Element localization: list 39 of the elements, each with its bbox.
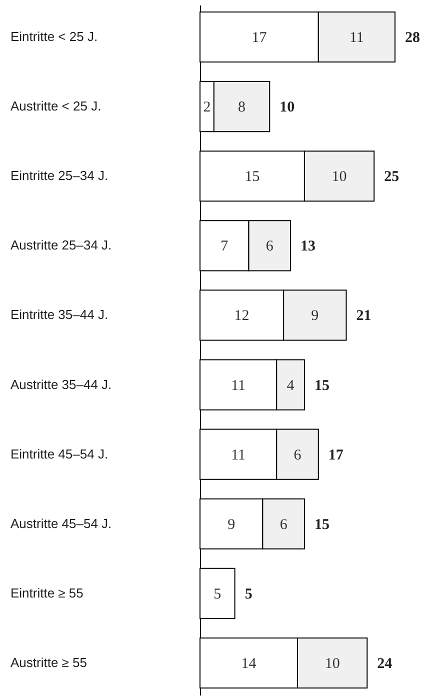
data-label: 9 <box>228 516 236 533</box>
total-label: 10 <box>280 100 295 116</box>
data-label: 11 <box>349 30 364 46</box>
data-label: 15 <box>244 169 260 186</box>
data-label: 6 <box>280 516 288 533</box>
data-label: 14 <box>241 656 257 672</box>
y-tick-label: Austritte 35–44 J. <box>10 376 112 392</box>
data-label: 10 <box>332 169 347 186</box>
total-label: 17 <box>328 447 344 464</box>
data-label: 17 <box>252 30 268 46</box>
total-label: 5 <box>244 586 252 602</box>
data-label: 12 <box>234 308 250 324</box>
total-label: 21 <box>356 308 372 324</box>
data-label: 10 <box>324 656 340 672</box>
data-label: 6 <box>294 447 302 464</box>
data-label: 4 <box>286 378 295 394</box>
total-label: 15 <box>314 378 330 394</box>
data-label: 5 <box>214 586 222 602</box>
y-tick-label: Eintritte 25–34 J. <box>10 168 108 184</box>
data-label: 11 <box>231 447 246 464</box>
y-tick-label: Austritte 25–34 J. <box>10 238 112 253</box>
total-label: 25 <box>384 169 400 186</box>
data-label: 8 <box>238 100 246 116</box>
y-tick-label: Austritte < 25 J. <box>10 98 102 114</box>
y-tick-label: Eintritte 45–54 J. <box>10 446 108 462</box>
total-label: 24 <box>377 656 393 672</box>
y-tick-label: Austritte 45–54 J. <box>10 516 112 531</box>
data-label: 11 <box>231 378 246 394</box>
y-tick-label: Austritte ≥ 55 <box>10 655 88 670</box>
y-tick-label: Eintritte 35–44 J. <box>10 307 108 322</box>
total-label: 13 <box>300 238 316 255</box>
total-label: 28 <box>405 30 420 46</box>
data-label: 2 <box>203 100 211 116</box>
y-tick-label: Eintritte < 25 J. <box>10 28 98 44</box>
data-label: 9 <box>311 308 319 324</box>
total-label: 15 <box>314 516 330 533</box>
data-label: 6 <box>266 238 274 255</box>
data-label: 7 <box>220 238 229 255</box>
y-tick-label: Eintritte ≥ 55 <box>10 585 84 600</box>
